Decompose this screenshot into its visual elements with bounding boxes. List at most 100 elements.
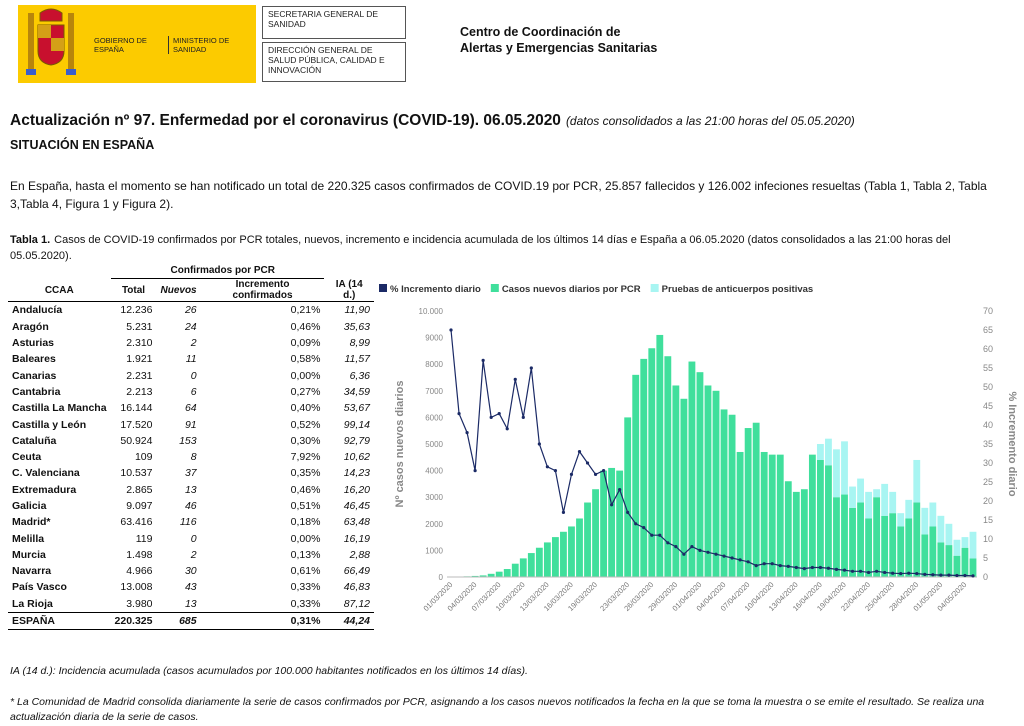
group-header: Confirmados por PCR [110,262,325,280]
table-row: Cataluña 50.924 153 0,30% 92,79 [8,433,374,449]
line-marker [489,415,493,419]
y-tick-label: 3000 [425,493,443,502]
bar [889,491,897,514]
bar [728,414,736,577]
table-cell: 0 [190,369,197,382]
bar [969,558,977,577]
bar [945,523,953,546]
line-marker [449,328,453,332]
line-marker [465,431,469,435]
table-cell: País Vasco [12,581,67,594]
y2-tick-label: 70 [983,306,993,316]
bar [576,518,583,577]
footnote: * La Comunidad de Madrid consolida diari… [10,696,985,723]
line-marker [971,574,975,578]
y2-tick-label: 55 [983,363,993,373]
line-marker [497,412,501,416]
table-row: Asturias 2.310 2 0,09% 8,99 [8,335,374,351]
table-cell: 4.966 [126,565,153,578]
table-cell: 91 [184,418,197,431]
table-cell: 0,30% [290,434,321,447]
table-cell: 17.520 [120,418,153,431]
bar [816,444,824,460]
table-cell: 0,58% [290,353,321,366]
line-marker [698,548,702,552]
y2-axis-title: % Incremento diario [1006,391,1018,496]
line-marker [561,510,566,514]
table-cell: 16,20 [343,483,370,496]
table-row: Murcia 1.498 2 0,13% 2,88 [8,547,374,563]
logo-text: MINISTERIO DE SANIDAD [168,36,237,54]
y-tick-label: 10.000 [419,307,444,316]
table-cell: 153 [179,434,197,447]
bar [656,334,664,577]
line-marker [786,564,790,568]
bar [527,553,535,577]
bar [913,459,921,503]
line-marker [770,562,774,566]
bar [881,483,889,516]
table-row: Aragón 5.231 24 0,46% 35,63 [8,319,374,335]
y2-tick-label: 35 [983,439,993,449]
table-cell: Ceuta [12,451,42,464]
table-row: Extremadura 2.865 13 0,46% 16,20 [8,482,374,498]
column-header: Incremento confirmados [200,278,325,303]
table-cell: 5.231 [126,320,153,333]
line-marker [947,573,951,577]
line-marker [650,533,654,537]
paragraph: En España, hasta el momento se han notif… [10,179,987,211]
bar [913,502,921,577]
table-cell: 44,24 [324,611,374,631]
table-cell: 30 [184,565,197,578]
table-cell: 46,45 [343,500,370,512]
table-cell: 0,46% [290,320,321,333]
bar [865,491,873,519]
bar [969,531,977,559]
bar [961,537,969,548]
table-row: Galicia 9.097 46 0,51% 46,45 [8,498,374,514]
bar [551,537,559,577]
table-row: Ceuta 109 8 7,92% 10,62 [8,449,374,465]
table-cell: Baleares [12,353,56,366]
table-cell: Cataluña [12,434,57,447]
column-header: CCAA [8,278,111,303]
bar [857,478,864,503]
table-cell: 87,12 [343,597,370,610]
table-cell: Melilla [12,532,45,545]
table-cell: 0,51% [290,500,321,512]
bar [568,526,575,577]
table-cell: Castilla y León [12,418,87,431]
line-marker [762,562,766,566]
line-marker [513,377,517,381]
bar [768,454,776,577]
y-tick-label: 0 [439,573,444,582]
bar [471,575,479,577]
line-marker [858,569,863,573]
line-marker [866,570,871,575]
table-cell: 2,88 [349,548,370,561]
bar [937,515,945,543]
bar [632,374,640,577]
bar [535,547,543,577]
line-marker [850,569,855,573]
table-cell: 0,13% [290,548,321,561]
table-cell: 7,92% [290,451,321,464]
line-marker [473,469,477,473]
y2-tick-label: 0 [983,572,988,582]
column-header: IA (14 d.) [324,278,374,303]
title-note: (datos consolidados a las 21:00 horas de… [565,114,855,128]
table-row: Castilla y León 17.520 91 0,52% 99,14 [8,416,374,432]
table-cell: 63.416 [120,516,153,529]
bar [921,534,929,577]
table-cell: 1.921 [126,353,153,366]
bar [873,497,881,577]
table-cell: 43 [184,581,197,594]
y2-tick-label: 50 [983,382,993,392]
bar [857,502,864,577]
table-cell: Extremadura [12,483,77,496]
bar [833,497,840,577]
line-marker [674,545,678,549]
table-cell: 11 [185,353,197,366]
line-marker [529,366,533,370]
table-cell: 13.008 [120,581,153,594]
